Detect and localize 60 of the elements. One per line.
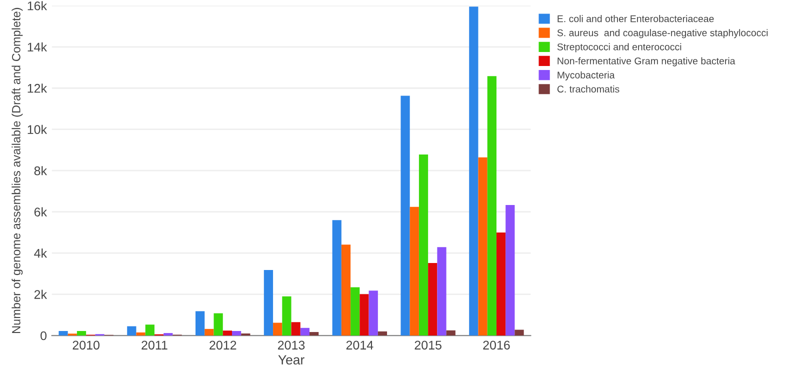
y-tick-label: 12k: [28, 84, 48, 93]
bar: [437, 247, 446, 336]
bar: [487, 76, 496, 336]
bar: [478, 157, 488, 336]
bar: [496, 232, 506, 336]
bar: [360, 294, 369, 336]
legend-label: C. trachomatis: [557, 85, 620, 93]
bar: [136, 332, 146, 336]
bar: [264, 270, 274, 336]
x-tick-label: 2011: [142, 340, 168, 350]
y-tick-label: 6k: [34, 207, 48, 216]
bar: [241, 333, 250, 336]
bar: [127, 326, 136, 336]
y-tick-label: 8k: [34, 166, 48, 176]
bar: [145, 324, 154, 336]
bar: [350, 287, 360, 336]
y-tick-label: 10k: [28, 124, 48, 134]
bar: [196, 311, 205, 336]
x-tick-label: 2014: [346, 340, 374, 350]
x-axis-title: Year: [278, 355, 304, 365]
legend-label: Non-fermentative Gram negative bacteria: [558, 57, 736, 66]
y-tick-label: 4k: [34, 248, 48, 258]
bar: [310, 332, 319, 336]
x-tick-label: 2010: [72, 340, 100, 350]
legend-label: E. coli and other Enterobacteriaceae: [558, 15, 714, 22]
y-tick-label: 0: [40, 331, 47, 340]
y-axis-title: Number of genome assemblies available (Draft and Complete): [12, 8, 23, 333]
bar: [291, 322, 300, 336]
bar: [300, 328, 310, 336]
bar: [446, 330, 456, 336]
bar: [514, 330, 524, 336]
legend-label: Streptococci and enterococci: [557, 43, 682, 52]
y-tick-label: 16k: [28, 1, 48, 10]
x-tick-label: 2012: [210, 340, 236, 350]
bar: [222, 330, 232, 336]
bar: [214, 313, 223, 336]
bar: [58, 330, 68, 336]
x-tick-label: 2015: [414, 340, 442, 350]
bar: [204, 328, 214, 336]
bar: [332, 220, 342, 336]
bar: [273, 322, 282, 336]
bar: [378, 331, 388, 336]
bar: [282, 296, 292, 336]
x-tick-label: 2013: [278, 340, 305, 350]
legend-label: Mycobacteria: [558, 71, 615, 80]
bar: [164, 333, 173, 336]
bar: [469, 6, 478, 336]
bar: [341, 244, 351, 336]
y-tick-label: 2k: [34, 290, 48, 299]
y-tick-label: 14k: [28, 42, 48, 52]
x-tick-label: 2016: [483, 340, 510, 350]
bar: [368, 290, 378, 336]
bar: [410, 206, 419, 336]
bar: [400, 96, 410, 336]
bar: [76, 330, 86, 336]
bar: [506, 205, 515, 336]
bar: [418, 154, 428, 336]
bar: [232, 330, 242, 336]
bar: [428, 262, 438, 336]
legend-label: S. aureus and coagulase-negative staphylococci: [557, 29, 768, 38]
